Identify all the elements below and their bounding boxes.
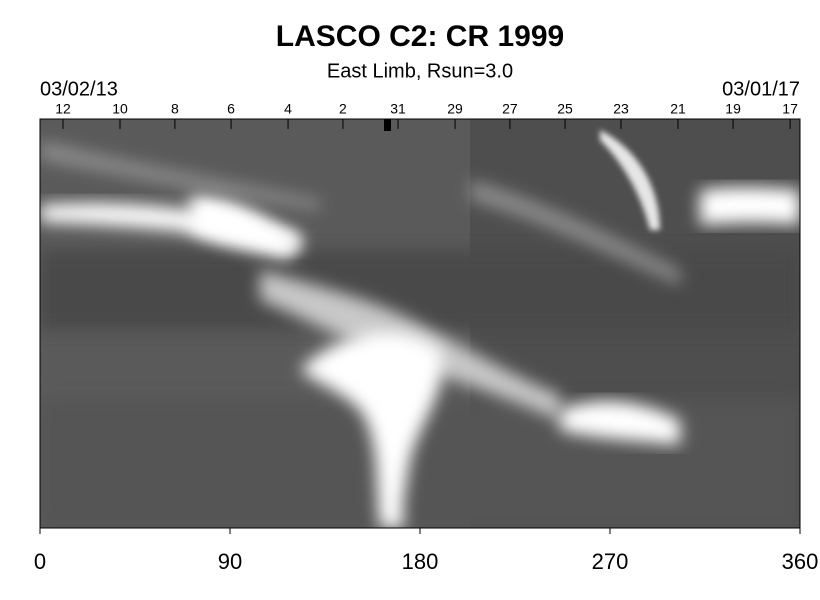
x2-tick-label: 2 xyxy=(339,101,347,117)
map-feature xyxy=(600,130,660,230)
map-feature xyxy=(40,140,320,210)
x2-tick-label: 10 xyxy=(112,101,128,117)
x2-tick-label: 6 xyxy=(227,101,235,117)
chart-subtitle: East Limb, Rsun=3.0 xyxy=(327,60,513,82)
end-date: 03/01/17 xyxy=(722,78,800,100)
x2-tick-label: 8 xyxy=(171,101,179,117)
x-tick-label: 90 xyxy=(218,549,242,574)
map-feature xyxy=(300,332,443,528)
x2-tick-label: 31 xyxy=(390,101,406,117)
start-date: 03/02/13 xyxy=(40,78,118,100)
x2-tick-label: 21 xyxy=(670,101,686,117)
plot-area xyxy=(40,119,800,528)
map-feature xyxy=(700,187,800,225)
map-band xyxy=(40,250,800,330)
x-tick-label: 0 xyxy=(34,549,46,574)
map-feature xyxy=(190,194,300,260)
x-tick-label: 360 xyxy=(782,549,819,574)
map-feature xyxy=(470,180,680,285)
x2-tick-label: 17 xyxy=(782,101,798,117)
x2-tick-label: 25 xyxy=(557,101,573,117)
x2-tick-label: 29 xyxy=(447,101,463,117)
x2-tick-label: 4 xyxy=(284,101,292,117)
x2-tick-label: 27 xyxy=(502,101,518,117)
x-tick-label: 270 xyxy=(592,549,629,574)
x2-tick-label: 23 xyxy=(613,101,629,117)
x2-tick-label: 12 xyxy=(55,101,71,117)
map-feature xyxy=(560,401,680,445)
chart-title: LASCO C2: CR 1999 xyxy=(276,20,564,53)
x-tick-label: 180 xyxy=(402,549,439,574)
map-mark xyxy=(384,119,391,131)
x2-tick-label: 19 xyxy=(725,101,741,117)
